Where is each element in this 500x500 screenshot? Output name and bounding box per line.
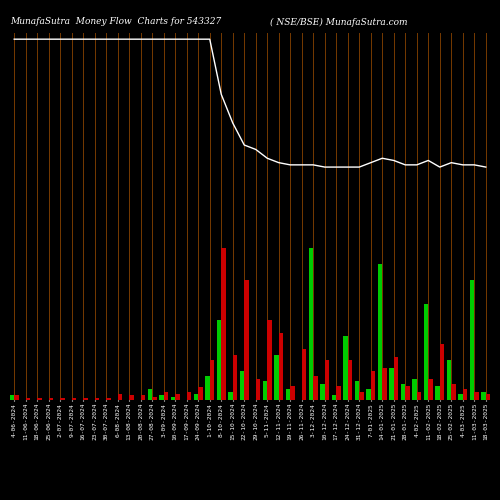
Bar (360, 392, 364, 400)
Bar (371, 371, 375, 400)
Bar (348, 360, 352, 400)
Bar (314, 376, 318, 400)
Bar (106, 398, 110, 400)
Bar (152, 397, 156, 400)
Bar (160, 395, 164, 400)
Bar (60, 398, 64, 400)
Bar (482, 392, 486, 400)
Bar (83, 398, 87, 400)
Bar (325, 360, 329, 400)
Bar (390, 368, 394, 400)
Bar (302, 348, 306, 400)
Bar (37, 398, 42, 400)
Bar (309, 248, 314, 400)
Bar (118, 394, 122, 400)
Bar (14, 395, 18, 400)
Bar (290, 386, 294, 400)
Bar (417, 392, 421, 400)
Bar (382, 368, 386, 400)
Bar (129, 395, 134, 400)
Bar (470, 280, 474, 400)
Bar (232, 355, 237, 400)
Bar (394, 356, 398, 400)
Bar (274, 355, 279, 400)
Bar (378, 264, 382, 400)
Bar (447, 360, 452, 400)
Bar (268, 320, 272, 400)
Bar (221, 248, 226, 400)
Bar (406, 386, 409, 400)
Bar (320, 384, 325, 400)
Bar (48, 398, 53, 400)
Bar (412, 379, 417, 400)
Text: MunafaSutra  Money Flow  Charts for 543327: MunafaSutra Money Flow Charts for 543327 (10, 18, 221, 26)
Bar (336, 386, 340, 400)
Bar (286, 389, 290, 400)
Bar (244, 280, 248, 400)
Bar (452, 384, 456, 400)
Bar (228, 392, 232, 400)
Bar (72, 398, 76, 400)
Bar (210, 360, 214, 400)
Bar (463, 389, 467, 400)
Bar (217, 320, 221, 400)
Bar (332, 395, 336, 400)
Bar (263, 381, 268, 400)
Bar (148, 389, 152, 400)
Bar (440, 344, 444, 400)
Bar (428, 379, 432, 400)
Bar (186, 392, 191, 400)
Text: ( NSE/BSE) MunafaSutra.com: ( NSE/BSE) MunafaSutra.com (270, 18, 407, 26)
Bar (366, 389, 371, 400)
Bar (355, 381, 360, 400)
Bar (279, 332, 283, 400)
Bar (175, 394, 180, 400)
Bar (486, 394, 490, 400)
Bar (171, 397, 175, 400)
Bar (344, 336, 348, 400)
Bar (424, 304, 428, 400)
Bar (256, 379, 260, 400)
Bar (198, 387, 202, 400)
Bar (94, 398, 99, 400)
Bar (164, 392, 168, 400)
Bar (194, 394, 198, 400)
Bar (240, 371, 244, 400)
Bar (458, 394, 463, 400)
Bar (474, 392, 478, 400)
Bar (10, 395, 14, 400)
Bar (401, 384, 406, 400)
Bar (206, 376, 210, 400)
Bar (26, 398, 30, 400)
Bar (140, 395, 145, 400)
Bar (436, 386, 440, 400)
